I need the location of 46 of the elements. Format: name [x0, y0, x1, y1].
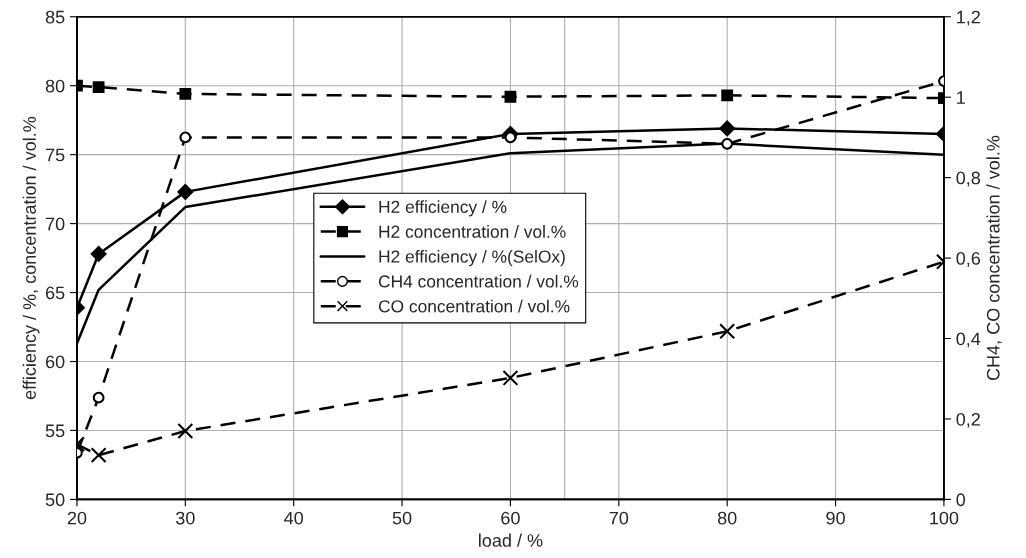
y-tick-label: 80 [45, 79, 65, 93]
y-tick-label: 85 [45, 10, 65, 24]
point [504, 90, 517, 103]
point [179, 88, 192, 100]
point [177, 423, 194, 440]
y-tick-label: 70 [45, 217, 65, 231]
point [721, 137, 734, 150]
y2-tick-label: 0,4 [956, 332, 981, 348]
y-tick-label: 60 [45, 355, 65, 369]
y-tick-label: 55 [45, 424, 65, 438]
point [92, 81, 105, 93]
point [719, 323, 736, 340]
y-tick-label: 50 [45, 493, 65, 507]
x-tick-label: 50 [392, 511, 412, 525]
y-tick-label: 75 [45, 148, 65, 162]
legend-label: H2 concentration / vol.% [379, 225, 566, 238]
point [177, 183, 194, 200]
x-tick-label: 70 [609, 511, 629, 525]
legend-label: H2 efficiency / % [379, 200, 507, 217]
y2-tick-label: 0,8 [956, 171, 981, 187]
x-tick-label: 100 [930, 511, 959, 525]
y2-tick-label: 0,6 [956, 252, 981, 267]
point [179, 131, 192, 144]
x-axis-title: load / % [479, 533, 543, 547]
y2-tick-label: 1 [957, 91, 965, 104]
x-tick-label: 60 [501, 511, 520, 525]
y2-axis-title: CH4, CO concentration / vol.% [986, 135, 1002, 381]
point [721, 89, 734, 102]
point [90, 447, 107, 464]
point [90, 246, 107, 262]
x-tick-label: 40 [284, 511, 304, 525]
point [502, 369, 519, 386]
legend-label: H2 efficiency / %(SelOx) [379, 249, 565, 267]
point [719, 120, 736, 137]
x-tick-label: 30 [175, 511, 195, 525]
y2-tick-label: 0,2 [956, 412, 980, 428]
point [92, 391, 105, 404]
y-tick-label: 65 [45, 286, 65, 300]
y2-tick-label: 1,2 [957, 10, 980, 26]
y-axis-title: efficiency / %, concentration / vol.% [22, 116, 40, 400]
x-tick-label: 80 [717, 511, 737, 525]
y2-tick-label: 0 [956, 493, 966, 507]
legend-label: CO concentration / vol.% [378, 299, 570, 313]
legend-label: CH4 concentration / vol.% [378, 274, 579, 288]
x-tick-label: 20 [67, 511, 87, 525]
x-tick-label: 90 [826, 511, 845, 525]
